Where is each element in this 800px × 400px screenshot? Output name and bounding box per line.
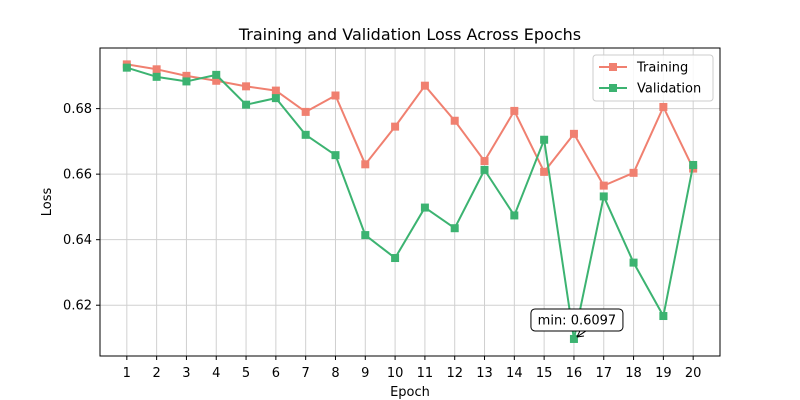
x-tick-label: 2	[152, 366, 160, 381]
data-point-validation	[540, 135, 549, 144]
x-tick-label: 6	[272, 366, 280, 381]
data-point-training	[540, 167, 549, 176]
data-point-training	[242, 82, 251, 91]
y-tick-label: 0.62	[63, 299, 92, 314]
x-tick-label: 14	[506, 366, 523, 381]
x-tick-label: 12	[446, 366, 463, 381]
x-tick-label: 16	[566, 366, 583, 381]
legend-marker-validation	[609, 84, 617, 92]
series-validation	[122, 63, 698, 343]
data-point-validation	[182, 77, 191, 86]
y-tick-label: 0.66	[63, 168, 92, 183]
data-point-training	[629, 168, 638, 177]
data-point-training	[152, 65, 161, 74]
x-tick-label: 3	[182, 366, 190, 381]
data-point-validation	[212, 70, 221, 79]
data-point-validation	[629, 258, 638, 267]
data-point-training	[361, 160, 370, 169]
x-tick-label: 19	[655, 366, 672, 381]
legend-label-training: Training	[636, 61, 688, 76]
min-annotation: min: 0.6097	[530, 308, 624, 338]
data-point-training	[480, 157, 489, 166]
x-tick-label: 5	[242, 366, 250, 381]
x-tick-label: 13	[476, 366, 493, 381]
data-point-training	[599, 181, 608, 190]
y-axis: 0.62 0.64 0.66 0.68	[63, 102, 100, 314]
y-axis-label: Loss	[40, 188, 55, 217]
data-point-validation	[569, 334, 578, 343]
data-point-validation	[331, 151, 340, 160]
data-point-validation	[420, 203, 429, 212]
x-tick-label: 10	[387, 366, 404, 381]
data-point-training	[510, 106, 519, 115]
data-point-validation	[301, 130, 310, 139]
x-tick-label: 4	[212, 366, 220, 381]
x-tick-label: 9	[361, 366, 369, 381]
x-tick-label: 17	[595, 366, 612, 381]
x-axis-label: Epoch	[390, 385, 430, 400]
x-tick-label: 7	[302, 366, 310, 381]
series-training	[122, 60, 698, 190]
data-point-training	[450, 116, 459, 125]
data-point-validation	[242, 100, 251, 109]
x-tick-label: 18	[625, 366, 642, 381]
data-point-training	[271, 86, 280, 95]
data-point-validation	[361, 231, 370, 240]
series-line-training	[126, 63, 695, 187]
x-tick-label: 20	[685, 366, 702, 381]
legend-marker-training	[609, 63, 617, 71]
data-point-validation	[480, 165, 489, 174]
data-point-validation	[122, 63, 131, 72]
chart-title: Training and Validation Loss Across Epoc…	[238, 25, 581, 44]
data-point-validation	[659, 312, 668, 321]
data-point-validation	[271, 94, 280, 103]
annotation-text: min: 0.6097	[538, 313, 617, 328]
data-point-training	[301, 107, 310, 116]
data-point-validation	[391, 254, 400, 263]
x-tick-label: 1	[123, 366, 131, 381]
x-tick-label: 8	[331, 366, 339, 381]
annotation-box	[530, 308, 624, 332]
annotation-arrow	[576, 330, 587, 338]
data-point-validation	[510, 211, 519, 220]
legend-label-validation: Validation	[637, 82, 701, 97]
series-line-validation	[126, 66, 695, 340]
data-point-validation	[599, 192, 608, 201]
data-point-training	[331, 91, 340, 100]
y-tick-label: 0.64	[63, 233, 92, 248]
plot-frame	[99, 47, 721, 357]
data-point-validation	[689, 160, 698, 169]
data-point-training	[182, 71, 191, 80]
series-layer	[122, 60, 698, 343]
data-point-training	[659, 102, 668, 111]
data-point-training	[569, 129, 578, 138]
data-point-validation	[152, 72, 161, 81]
data-point-validation	[450, 224, 459, 233]
x-axis: 1 2 3 4 5 6 7 8 9 10 11 12 13 14 15 16 17 18 19 20	[123, 356, 702, 381]
data-point-training	[420, 81, 429, 90]
data-point-training	[212, 76, 221, 85]
legend: Training Validation	[592, 54, 714, 102]
annotation-arrowhead	[576, 330, 585, 338]
x-tick-label: 15	[536, 366, 553, 381]
data-point-training	[391, 122, 400, 131]
x-tick-label: 11	[417, 366, 434, 381]
y-tick-label: 0.68	[63, 102, 92, 117]
